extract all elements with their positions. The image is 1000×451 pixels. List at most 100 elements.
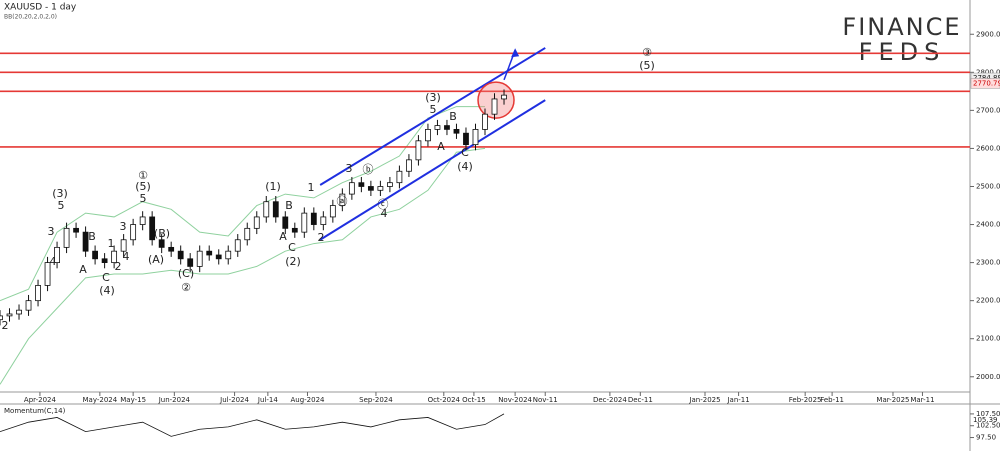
- wave-label: 5: [58, 199, 65, 212]
- wave-label: ②: [181, 281, 191, 294]
- wave-label: ①: [138, 169, 148, 182]
- wave-label: 2: [2, 319, 9, 332]
- y-tick-label: 2500.00: [976, 182, 1000, 190]
- x-tick-label: Jan-2025: [688, 396, 720, 404]
- logo-bottom: FEDS: [859, 38, 946, 66]
- x-tick-label: Dec-11: [628, 396, 653, 404]
- x-tick-label: Dec-2024: [593, 396, 627, 404]
- wave-label: 4: [123, 250, 130, 263]
- candle-body: [101, 258, 108, 264]
- candle-body: [320, 216, 327, 225]
- candle-body: [244, 227, 251, 241]
- candle-body: [206, 250, 213, 256]
- candle-body: [329, 205, 336, 218]
- wave-label: ⓐ: [337, 195, 348, 208]
- x-tick-label: May-15: [120, 396, 146, 404]
- wave-label: 4: [381, 207, 388, 220]
- y-tick-label: 2600.00: [976, 144, 1000, 152]
- candle-body: [177, 250, 184, 260]
- wave-label: 1: [308, 181, 315, 194]
- candle-body: [339, 193, 346, 206]
- wave-label: 4: [50, 255, 57, 268]
- arrow-head: [511, 48, 520, 58]
- candle-body: [253, 216, 260, 229]
- momentum-tick-label: 97.50: [976, 434, 996, 442]
- wave-label: 2: [115, 260, 122, 273]
- bollinger-lower: [0, 147, 486, 385]
- channel-line: [319, 99, 546, 241]
- chart-title: XAUUSD - 1 day: [4, 3, 77, 13]
- candle-body: [301, 212, 308, 233]
- momentum-last-label: 105.39: [973, 416, 998, 424]
- candle-body: [92, 250, 98, 260]
- candle-body: [453, 128, 460, 134]
- candle-body: [348, 182, 355, 195]
- candle-body: [25, 300, 32, 311]
- wave-label: (A): [148, 253, 164, 266]
- x-tick-label: Jun-2024: [158, 396, 191, 404]
- candle-body: [358, 182, 365, 187]
- candle-body: [310, 212, 317, 225]
- candle-body: [73, 227, 79, 233]
- y-tick-label: 2100.00: [976, 335, 1000, 343]
- candle-body: [396, 170, 403, 184]
- x-tick-label: Sep-2024: [359, 396, 393, 404]
- candle-body: [35, 285, 41, 302]
- y-tick-label: 2300.00: [976, 259, 1000, 267]
- wave-label: C: [288, 241, 296, 254]
- y-tick-label: 2000.00: [976, 373, 1000, 381]
- wave-label: B: [285, 199, 293, 212]
- candle-body: [130, 224, 137, 241]
- wave-label: (2): [285, 255, 301, 268]
- x-tick-label: Oct-15: [462, 396, 486, 404]
- wave-label: 5: [430, 103, 437, 116]
- x-tick-label: Aug-2024: [290, 396, 325, 404]
- x-tick-label: Oct-2024: [428, 396, 461, 404]
- candle-body: [272, 201, 279, 218]
- candle-body: [149, 216, 156, 241]
- x-tick-label: Nov-2024: [498, 396, 532, 404]
- wave-label: ③: [642, 46, 652, 59]
- candle-body: [282, 216, 289, 229]
- candle-body: [444, 125, 450, 130]
- wave-label: (4): [99, 284, 115, 297]
- candle-body: [196, 250, 203, 267]
- candle-body: [120, 239, 127, 252]
- wave-label: B: [449, 110, 457, 123]
- x-tick-label: May-2024: [83, 396, 118, 404]
- wave-label: (3): [425, 91, 441, 104]
- momentum-tick-label: 102.50: [976, 422, 1000, 430]
- wave-label: B: [88, 230, 96, 243]
- y-tick-label: 2400.00: [976, 221, 1000, 229]
- x-tick-label: Nov-11: [533, 396, 558, 404]
- price-tag: [970, 78, 1000, 89]
- candle-body: [367, 186, 374, 191]
- y-tick-label: 2200.00: [976, 297, 1000, 305]
- candle-body: [168, 246, 175, 252]
- x-tick-label: Jul-2024: [219, 396, 249, 404]
- wave-label: 3: [346, 162, 353, 175]
- wave-label: (4): [457, 160, 473, 173]
- candle-body: [16, 309, 22, 315]
- candle-body: [0, 315, 3, 321]
- x-tick-label: Jan-11: [726, 396, 749, 404]
- wave-label: (1): [265, 180, 281, 193]
- candle-body: [139, 216, 146, 225]
- candle-body: [491, 98, 498, 115]
- wave-label: 3: [48, 225, 55, 238]
- wave-label: (5): [135, 180, 151, 193]
- wave-label: A: [437, 140, 445, 153]
- momentum-tick-label: 107.50: [976, 410, 1000, 418]
- momentum-title: Momentum(C,14): [4, 407, 66, 415]
- wave-label: ⓒ: [378, 198, 389, 211]
- candle-body: [225, 250, 232, 260]
- x-tick-label: Apr-2024: [24, 396, 57, 404]
- chart-subtitle: BB(20,20,2,0,2,0): [4, 14, 57, 21]
- wave-label: 3: [120, 220, 127, 233]
- candle-body: [291, 227, 298, 233]
- bollinger-upper: [0, 106, 485, 302]
- wave-label: (C): [178, 267, 194, 280]
- candle-body: [387, 182, 393, 187]
- candle-body: [111, 250, 118, 264]
- wave-label: 1: [108, 237, 115, 250]
